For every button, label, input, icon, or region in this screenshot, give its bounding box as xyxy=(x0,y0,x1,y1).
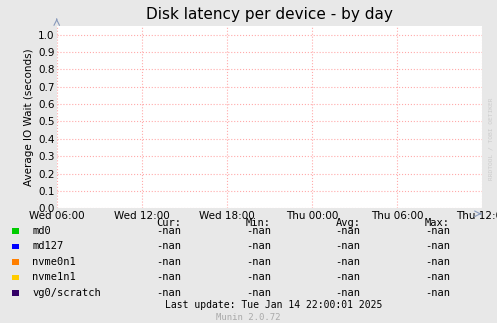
Text: RRDTOOL / TOBI OETIKER: RRDTOOL / TOBI OETIKER xyxy=(489,98,494,180)
Text: -nan: -nan xyxy=(157,273,181,282)
Text: -nan: -nan xyxy=(157,288,181,298)
Text: -nan: -nan xyxy=(157,226,181,236)
Text: -nan: -nan xyxy=(425,288,450,298)
Text: md127: md127 xyxy=(32,242,64,251)
Text: -nan: -nan xyxy=(425,226,450,236)
Text: md0: md0 xyxy=(32,226,51,236)
Text: -nan: -nan xyxy=(335,288,360,298)
Text: -nan: -nan xyxy=(157,242,181,251)
Text: -nan: -nan xyxy=(246,288,271,298)
Text: Last update: Tue Jan 14 22:00:01 2025: Last update: Tue Jan 14 22:00:01 2025 xyxy=(165,300,382,310)
Text: -nan: -nan xyxy=(246,257,271,267)
Text: nvme0n1: nvme0n1 xyxy=(32,257,76,267)
Text: Avg:: Avg: xyxy=(335,218,360,228)
Text: -nan: -nan xyxy=(425,242,450,251)
Text: Cur:: Cur: xyxy=(157,218,181,228)
Text: -nan: -nan xyxy=(246,226,271,236)
Text: -nan: -nan xyxy=(246,242,271,251)
Text: -nan: -nan xyxy=(335,242,360,251)
Text: -nan: -nan xyxy=(157,257,181,267)
Text: -nan: -nan xyxy=(425,257,450,267)
Text: Max:: Max: xyxy=(425,218,450,228)
Text: Min:: Min: xyxy=(246,218,271,228)
Text: -nan: -nan xyxy=(425,273,450,282)
Text: nvme1n1: nvme1n1 xyxy=(32,273,76,282)
Text: vg0/scratch: vg0/scratch xyxy=(32,288,101,298)
Text: -nan: -nan xyxy=(335,257,360,267)
Text: -nan: -nan xyxy=(246,273,271,282)
Y-axis label: Average IO Wait (seconds): Average IO Wait (seconds) xyxy=(24,48,34,186)
Text: -nan: -nan xyxy=(335,273,360,282)
Text: Munin 2.0.72: Munin 2.0.72 xyxy=(216,313,281,322)
Text: -nan: -nan xyxy=(335,226,360,236)
Title: Disk latency per device - by day: Disk latency per device - by day xyxy=(146,7,393,22)
